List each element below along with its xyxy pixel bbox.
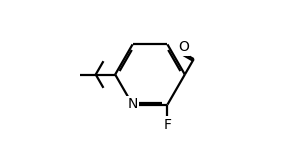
Text: N: N	[128, 97, 138, 111]
Text: O: O	[178, 40, 189, 54]
Text: F: F	[164, 118, 171, 132]
